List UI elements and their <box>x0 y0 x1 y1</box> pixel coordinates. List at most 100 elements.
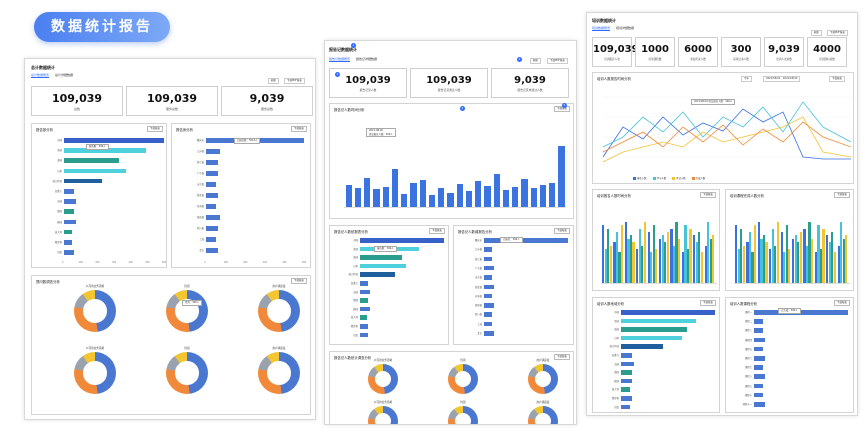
bar[interactable] <box>64 189 74 194</box>
bar[interactable] <box>776 221 779 283</box>
bar[interactable] <box>828 242 831 283</box>
bar[interactable] <box>704 245 707 283</box>
bar[interactable] <box>530 188 537 207</box>
bar[interactable] <box>206 248 218 253</box>
bar[interactable] <box>636 249 639 283</box>
bar[interactable] <box>64 209 74 214</box>
donut-chart[interactable] <box>74 352 116 394</box>
bar[interactable] <box>621 404 631 410</box>
bar[interactable] <box>484 312 493 317</box>
bar[interactable] <box>549 182 556 207</box>
bar[interactable] <box>833 252 836 283</box>
bar[interactable] <box>826 235 829 283</box>
bar[interactable] <box>364 178 371 207</box>
download-pdf-button[interactable]: 下载PDF报表 <box>284 78 305 84</box>
bar[interactable] <box>774 245 777 283</box>
bar[interactable] <box>842 238 845 283</box>
bar[interactable] <box>754 374 766 379</box>
donut-chart[interactable] <box>448 364 478 394</box>
bar[interactable] <box>677 238 681 283</box>
bar[interactable] <box>788 249 791 283</box>
bar[interactable] <box>484 238 568 243</box>
bar[interactable] <box>819 249 823 283</box>
bar[interactable] <box>484 256 493 262</box>
tab-details[interactable]: 报告记详细数据 <box>356 57 378 61</box>
download-chart-button[interactable]: 下载报表 <box>699 300 716 306</box>
bar[interactable] <box>609 245 612 283</box>
bar[interactable] <box>410 182 417 207</box>
bar[interactable] <box>401 194 408 207</box>
bar[interactable] <box>737 249 740 283</box>
bar[interactable] <box>689 228 692 283</box>
bar[interactable] <box>754 356 766 361</box>
bar[interactable] <box>64 240 72 245</box>
bar[interactable] <box>831 232 834 283</box>
bar[interactable] <box>693 235 696 283</box>
bar[interactable] <box>641 245 644 283</box>
bar[interactable] <box>735 225 738 283</box>
bar[interactable] <box>64 178 102 184</box>
bar[interactable] <box>629 235 633 283</box>
bar[interactable] <box>615 232 619 283</box>
bar[interactable] <box>664 242 667 283</box>
download-chart-button[interactable]: 下载报表 <box>428 228 445 234</box>
bar[interactable] <box>465 191 472 207</box>
bar[interactable] <box>769 249 772 283</box>
bar[interactable] <box>797 242 800 283</box>
tab-overview[interactable]: 总计数据概览 <box>31 73 50 77</box>
bar[interactable] <box>817 225 820 283</box>
bar[interactable] <box>621 361 635 367</box>
bar[interactable] <box>709 238 712 283</box>
bar[interactable] <box>360 306 371 312</box>
bar[interactable] <box>64 138 164 143</box>
bar[interactable] <box>803 228 806 283</box>
bar[interactable] <box>484 284 495 289</box>
bar[interactable] <box>618 252 621 283</box>
bar[interactable] <box>751 252 754 283</box>
bar[interactable] <box>521 178 528 207</box>
bar[interactable] <box>742 245 745 283</box>
bar[interactable] <box>475 181 482 207</box>
bar[interactable] <box>748 232 752 283</box>
bar[interactable] <box>64 158 119 163</box>
bar[interactable] <box>754 319 764 324</box>
bar[interactable] <box>840 221 843 283</box>
bar[interactable] <box>627 238 630 283</box>
bar[interactable] <box>428 195 435 207</box>
bar[interactable] <box>360 263 407 269</box>
bar[interactable] <box>760 238 763 283</box>
bar[interactable] <box>808 221 811 283</box>
bar[interactable] <box>620 225 624 283</box>
bar[interactable] <box>64 219 76 225</box>
bar[interactable] <box>698 232 701 283</box>
bar[interactable] <box>206 160 218 165</box>
bar[interactable] <box>621 310 715 315</box>
bar[interactable] <box>621 344 664 349</box>
bar[interactable] <box>360 289 371 295</box>
bar[interactable] <box>655 249 658 283</box>
refresh-button[interactable]: 刷新 <box>530 58 542 64</box>
bar[interactable] <box>613 242 616 283</box>
bar[interactable] <box>684 225 687 283</box>
bar[interactable] <box>373 189 380 207</box>
bar[interactable] <box>621 378 633 384</box>
bar[interactable] <box>753 225 757 283</box>
download-chart-button[interactable]: 下载报表 <box>290 126 307 132</box>
bar[interactable] <box>391 168 398 207</box>
bar[interactable] <box>638 228 641 283</box>
bar[interactable] <box>754 402 766 407</box>
bar[interactable] <box>360 238 444 243</box>
donut-chart[interactable] <box>258 290 300 332</box>
bar[interactable] <box>484 293 493 299</box>
bar[interactable] <box>624 221 628 283</box>
download-chart-button[interactable]: 下载报表 <box>833 300 850 306</box>
bar[interactable] <box>837 245 840 283</box>
bar[interactable] <box>621 335 683 341</box>
tab-details[interactable]: 培训详细数据 <box>616 26 635 30</box>
download-chart-button[interactable]: 下载报表 <box>833 192 850 198</box>
bar[interactable] <box>681 252 685 283</box>
bar[interactable] <box>64 229 72 235</box>
bar[interactable] <box>345 184 352 207</box>
bar[interactable] <box>805 245 809 283</box>
bar[interactable] <box>810 238 814 283</box>
